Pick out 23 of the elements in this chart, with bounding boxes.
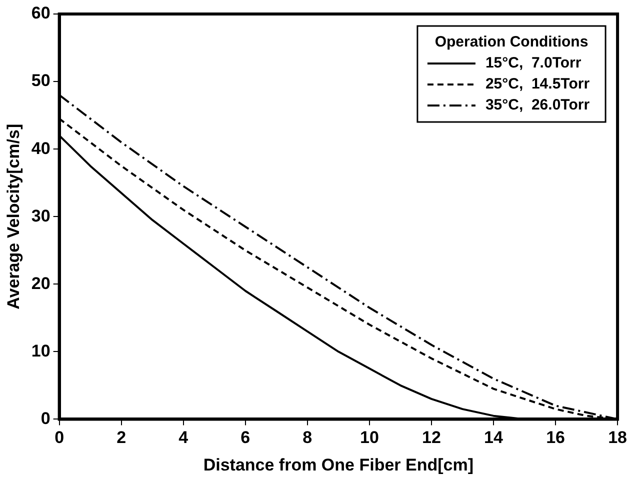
- y-tick-label: 20: [31, 274, 50, 293]
- x-tick-label: 0: [54, 428, 64, 448]
- y-tick-label: 10: [31, 341, 50, 360]
- x-tick-label: 4: [178, 428, 189, 448]
- x-tick-label: 16: [546, 428, 565, 448]
- x-tick-label: 14: [484, 428, 504, 448]
- x-tick-label: 6: [240, 428, 250, 448]
- legend-title: Operation Conditions: [434, 34, 588, 51]
- x-tick-label: 10: [360, 428, 379, 448]
- y-tick-label: 50: [31, 71, 50, 90]
- legend-label: 35°C, 26.0Torr: [485, 96, 590, 114]
- y-tick-label: 0: [40, 408, 50, 428]
- legend-label: 15°C, 7.0Torr: [485, 54, 582, 72]
- y-tick-label: 40: [31, 138, 50, 158]
- y-tick-label: 30: [31, 206, 50, 226]
- y-axis-title: Average Velocity[cm/s]: [4, 124, 23, 310]
- legend-label: 25°C, 14.5Torr: [485, 76, 590, 93]
- x-axis-title: Distance from One Fiber End[cm]: [203, 455, 474, 474]
- y-tick-label: 60: [31, 4, 50, 23]
- x-tick-label: 18: [608, 428, 628, 448]
- x-tick-label: 2: [116, 428, 126, 448]
- x-tick-label: 8: [302, 428, 312, 448]
- x-tick-label: 12: [422, 428, 441, 448]
